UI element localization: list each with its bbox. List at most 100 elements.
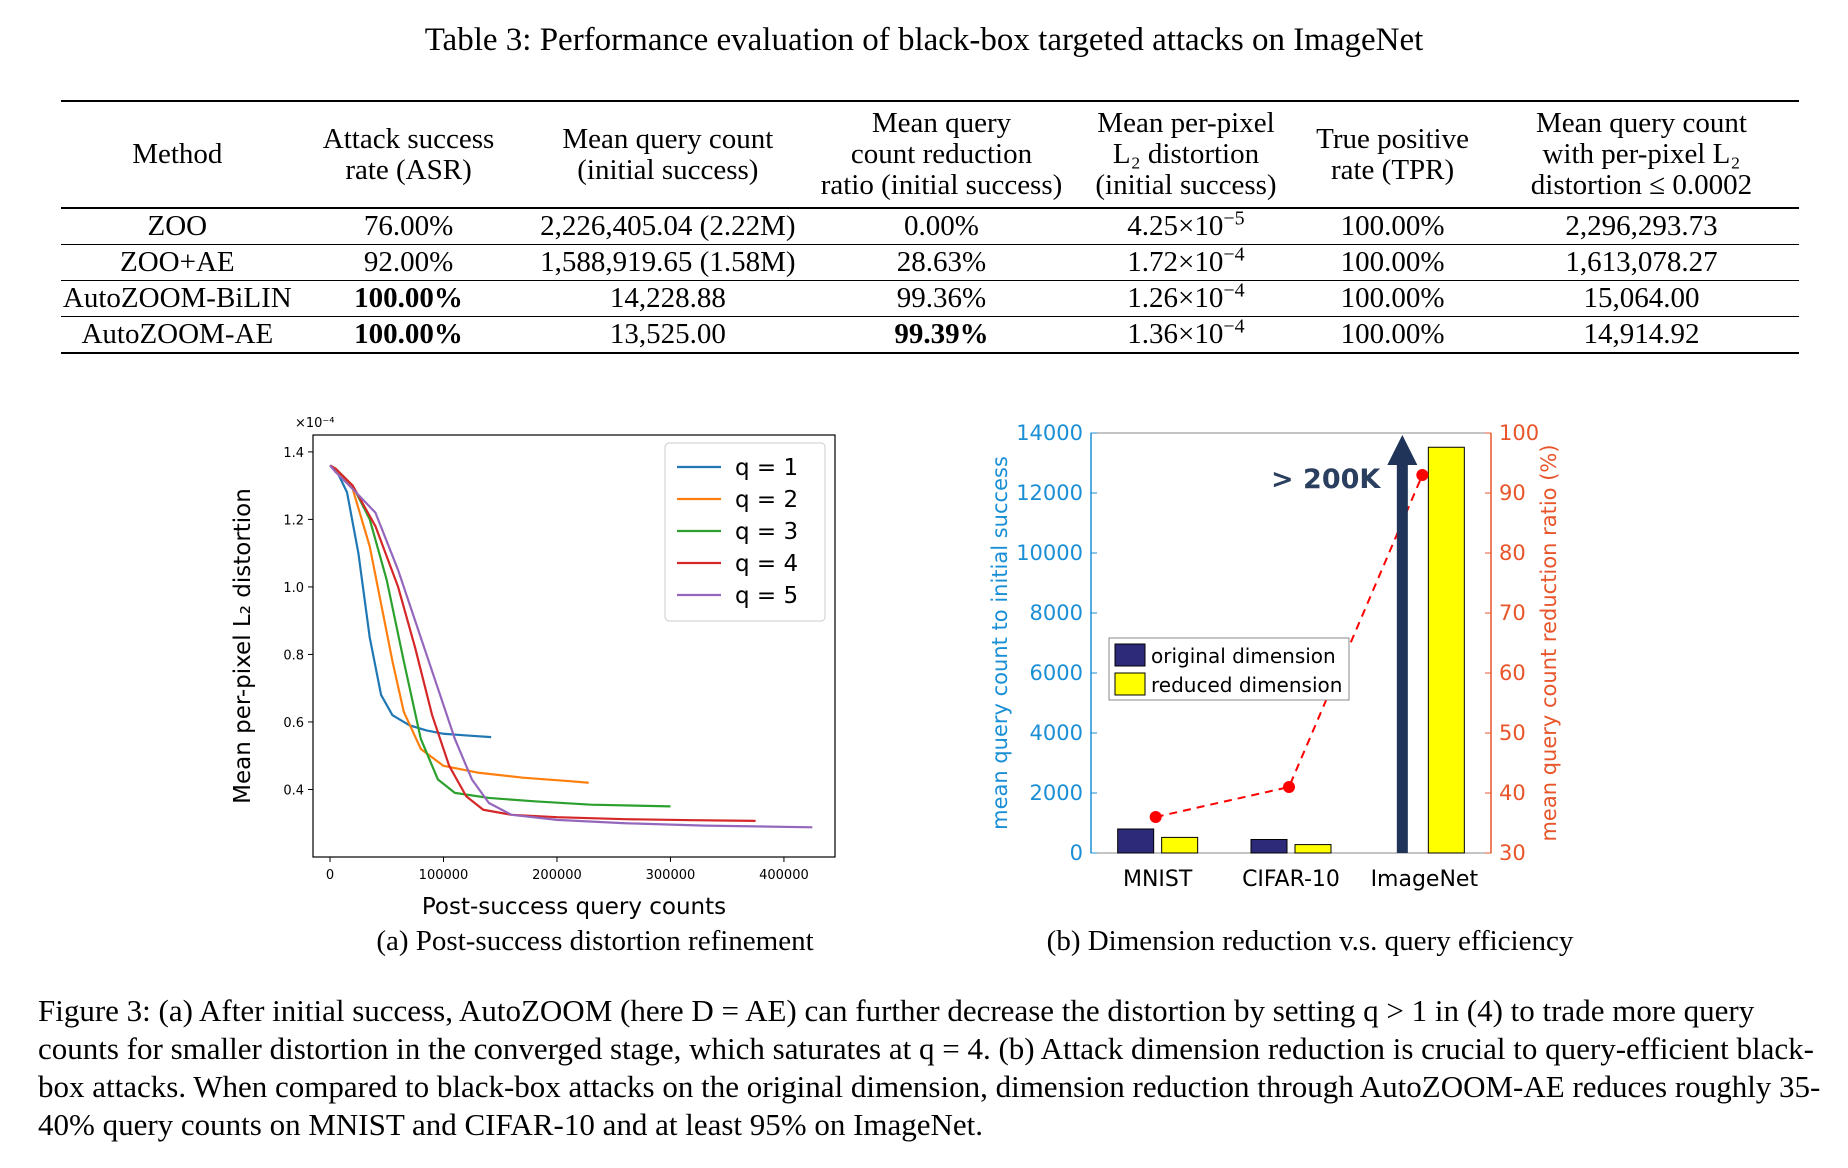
bar-original	[1250, 839, 1288, 854]
cell-asr: 100.00%	[293, 280, 524, 317]
cell-asr: 92.00%	[293, 244, 524, 281]
cell-tpr: 100.00%	[1301, 208, 1484, 245]
overflow-arrowhead	[1387, 435, 1418, 465]
legend-label: q = 2	[735, 487, 798, 513]
table-row: AutoZOOM-AE 100.00% 13,525.00 99.39% 1.3…	[61, 316, 1799, 354]
cell-query: 14,228.88	[523, 280, 813, 317]
y-tick-label: 1.0	[283, 581, 304, 596]
cell-query: 1,588,919.65 (1.58M)	[523, 244, 813, 281]
ratio-point	[1283, 781, 1295, 793]
legend-box	[664, 442, 826, 622]
legend-swatch	[1114, 672, 1146, 696]
cell-query-l2: 1,613,078.27	[1483, 244, 1799, 281]
plot-frame	[312, 434, 836, 858]
cell-query-l2: 2,296,293.73	[1483, 208, 1799, 245]
x-tick-label: 0	[326, 868, 334, 883]
subcaption-a: (a) Post-success distortion refinement	[376, 925, 814, 957]
legend-label: q = 5	[735, 583, 798, 609]
cell-query-l2: 14,914.92	[1483, 316, 1799, 354]
series-line	[329, 464, 756, 822]
cell-tpr: 100.00%	[1301, 280, 1484, 317]
header-reduction: Mean query count reduction ratio (initial …	[812, 100, 1071, 209]
y-tick-label-left: 2000	[1030, 781, 1083, 805]
y-tick-label-left: 10000	[1016, 541, 1083, 565]
subcaption-b: (b) Dimension reduction v.s. query effic…	[1046, 925, 1574, 957]
cell-distortion: 4.25×10−5	[1070, 208, 1302, 245]
y-tick-label-left: 6000	[1030, 661, 1083, 685]
y-tick-label-right: 70	[1499, 601, 1526, 625]
y-tick-label-left: 14000	[1016, 421, 1083, 445]
cell-reduction: 99.36%	[812, 280, 1071, 317]
cell-asr: 76.00%	[293, 208, 524, 245]
cell-method: ZOO+AE	[61, 244, 294, 281]
y-tick-label-left: 8000	[1030, 601, 1083, 625]
y-axis-label-right: mean query count reduction ratio (%)	[1537, 444, 1561, 841]
distortion-line-chart: 0 100000 200000 300000 400000 0.4 0.6 0.8 1.0 1.2…	[230, 416, 836, 920]
figure-caption: Figure 3: (a) After initial success, Aut…	[38, 993, 1821, 1142]
cell-reduction: 28.63%	[812, 244, 1071, 281]
y-tick-label-right: 100	[1499, 421, 1539, 445]
y-multiplier: ×10⁻⁴	[295, 416, 335, 431]
x-tick-label: 400000	[759, 868, 809, 883]
cell-reduction: 99.39%	[812, 316, 1071, 354]
category-label: ImageNet	[1371, 867, 1479, 892]
dimension-reduction-bar-chart: 0 2000 4000 6000 8000 10000 12000 14000 30 40 50 60…	[988, 421, 1561, 892]
y-tick-label-left: 0	[1070, 841, 1083, 865]
cell-distortion: 1.26×10−4	[1070, 280, 1302, 317]
y-tick-label-right: 30	[1499, 841, 1526, 865]
results-table: Method Attack success rate (ASR) Mean que…	[61, 100, 1799, 354]
cell-method: ZOO	[61, 208, 294, 245]
series-line	[329, 464, 492, 739]
table-header-row: Method Attack success rate (ASR) Mean que…	[61, 100, 1799, 209]
cell-method: AutoZOOM-BiLIN	[61, 280, 294, 317]
cell-tpr: 100.00%	[1301, 316, 1484, 354]
legend-label: q = 1	[735, 455, 798, 481]
x-axis-label: Post-success query counts	[422, 894, 726, 920]
series-line	[329, 464, 671, 808]
category-label: MNIST	[1123, 867, 1193, 892]
legend-swatch	[1114, 643, 1146, 667]
y-tick-label-right: 80	[1499, 541, 1526, 565]
cell-distortion: 1.72×10−4	[1070, 244, 1302, 281]
overflow-annotation: > 200K	[1271, 464, 1381, 495]
y-tick-label-left: 12000	[1016, 481, 1083, 505]
cell-query-l2: 15,064.00	[1483, 280, 1799, 317]
legend-box	[1108, 637, 1350, 701]
y-tick-label-right: 90	[1499, 481, 1526, 505]
bar-original	[1117, 828, 1155, 854]
ratio-line	[1155, 474, 1424, 818]
cell-method: AutoZOOM-AE	[61, 316, 294, 354]
y-tick-label-right: 60	[1499, 661, 1526, 685]
x-tick-label: 200000	[532, 868, 582, 883]
table-row: ZOO+AE 92.00% 1,588,919.65 (1.58M) 28.63…	[61, 244, 1799, 281]
bar-reduced	[1161, 836, 1199, 854]
x-tick-label: 300000	[646, 868, 696, 883]
header-method: Method	[61, 100, 294, 209]
y-tick-label-right: 40	[1499, 781, 1526, 805]
ratio-point	[1149, 811, 1162, 823]
y-axis-label-left: mean query count to initial success	[988, 456, 1012, 830]
cell-reduction: 0.00%	[812, 208, 1071, 245]
legend-label: original dimension	[1151, 644, 1336, 668]
y-tick-label: 0.8	[283, 648, 304, 663]
header-query: Mean query count (initial success)	[523, 100, 813, 209]
header-query-l2: Mean query count with per-pixel L₂ distort…	[1483, 100, 1799, 209]
y-tick-label-left: 4000	[1030, 721, 1083, 745]
y-tick-label: 1.4	[283, 446, 304, 461]
ratio-point	[1416, 469, 1429, 481]
bar-reduced	[1294, 844, 1332, 854]
y-tick-label: 1.2	[283, 513, 304, 528]
cell-distortion: 1.36×10−4	[1070, 316, 1302, 354]
legend-label: q = 4	[735, 551, 798, 577]
table-caption: Table 3: Performance evaluation of black…	[424, 22, 1424, 58]
cell-asr: 100.00%	[293, 316, 524, 354]
y-tick-label: 0.6	[283, 716, 304, 731]
y-axis-label: Mean per-pixel L₂ distortion	[230, 488, 256, 804]
bar-reduced	[1427, 446, 1465, 854]
table-row: ZOO 76.00% 2,226,405.04 (2.22M) 0.00% 4.…	[61, 208, 1799, 245]
legend-label: reduced dimension	[1151, 673, 1342, 697]
series-line	[329, 464, 813, 829]
header-distortion: Mean per-pixel L₂ distortion (initial succ…	[1070, 100, 1302, 209]
cell-query: 13,525.00	[523, 316, 813, 354]
table-row: AutoZOOM-BiLIN 100.00% 14,228.88 99.36% …	[61, 280, 1799, 317]
